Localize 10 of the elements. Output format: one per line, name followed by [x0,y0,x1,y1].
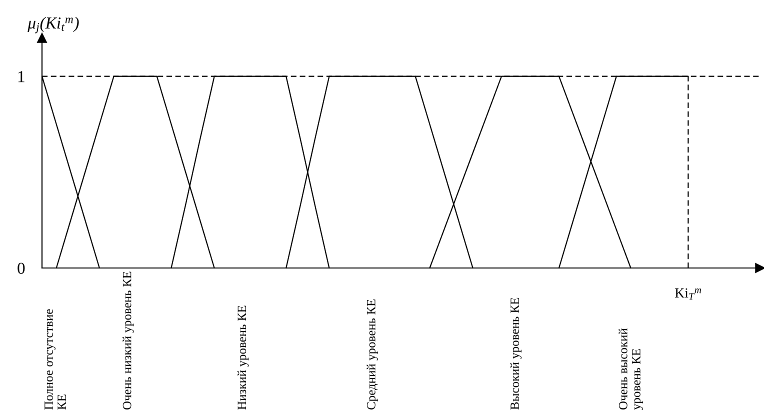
x-tick-label: Низкий уровень КЕ [237,306,249,410]
x-tick-label: Полное отсутствие КЕ [44,309,66,410]
x-tick-label: Очень высокий уровень КЕ [618,328,643,410]
x-tick-label: Ki$_{T}$$^{m}$ [674,288,702,300]
x-tick-label: Высокий уровень КЕ [510,298,522,410]
y-tick-label: 0 [18,262,25,274]
x-tick-label: Очень низкий уровень КЕ [122,272,134,410]
y-axis-title: μ$_{j}$(Ki$_{t}$$^{m}$) [28,16,79,34]
x-tick-label: Средний уровень КЕ [366,299,378,410]
y-tick-label: 1 [18,71,24,82]
